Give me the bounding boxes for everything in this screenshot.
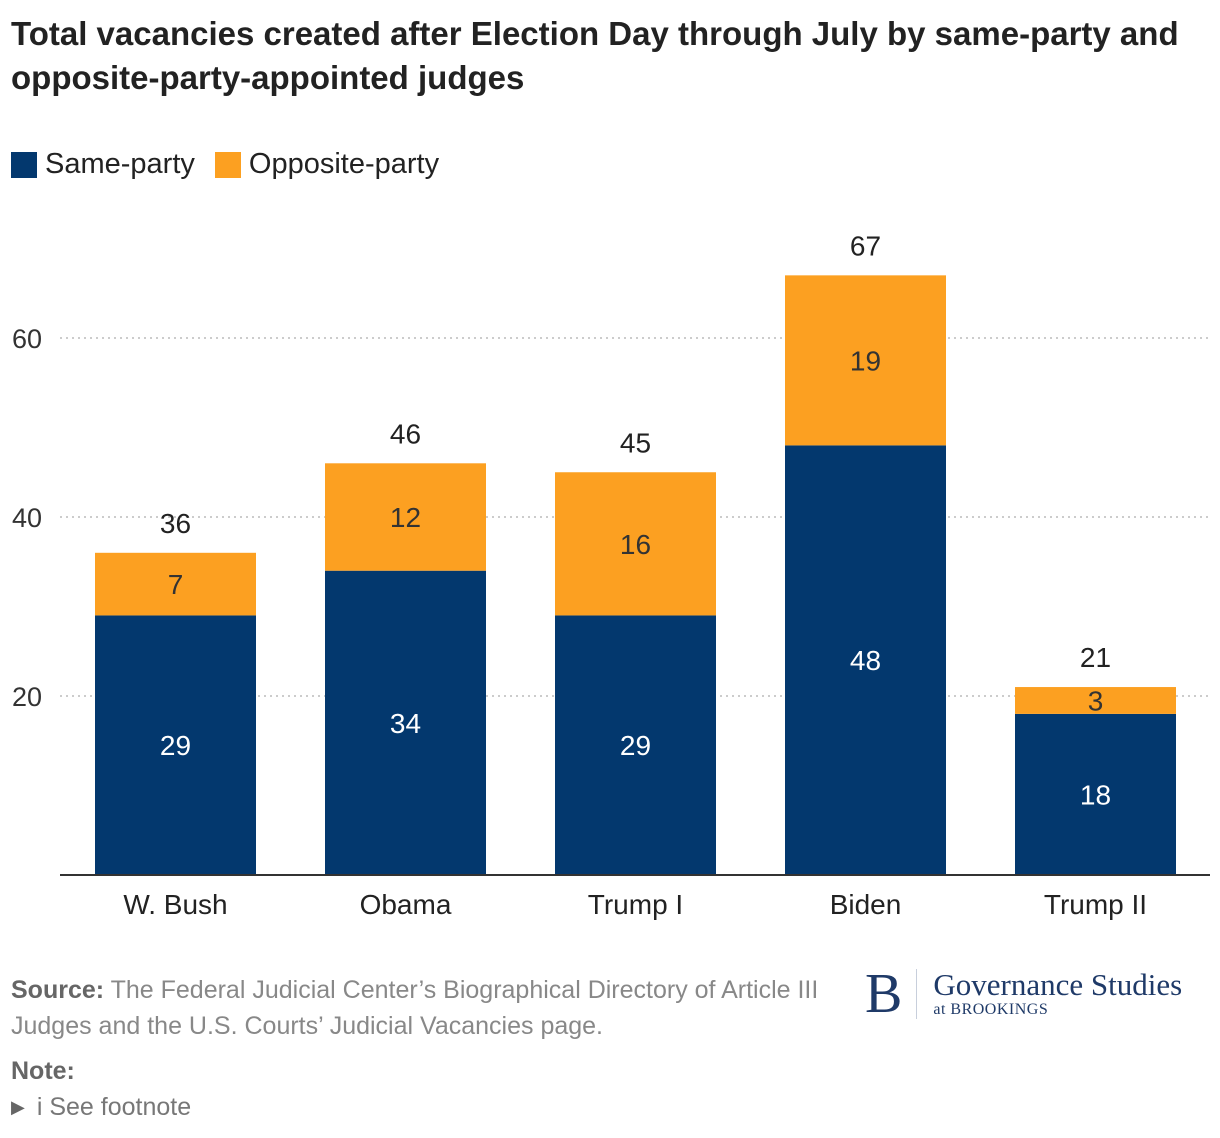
data-label: 29 <box>160 730 191 761</box>
y-tick-label: 60 <box>12 324 42 354</box>
data-label: 7 <box>168 569 184 600</box>
bar-opposite-party <box>95 552 256 616</box>
bar-opposite-party <box>785 275 946 446</box>
total-label: 67 <box>850 230 881 261</box>
total-label: 21 <box>1080 642 1111 673</box>
legend-swatch-same-party <box>11 151 37 178</box>
total-label: 46 <box>390 418 421 449</box>
total-label: 36 <box>160 508 191 539</box>
data-label: 12 <box>390 502 421 533</box>
source-label: Source: <box>11 976 105 1004</box>
bar-opposite-party <box>555 472 716 616</box>
bar-same-party <box>95 615 256 875</box>
bar-opposite-party <box>325 463 486 571</box>
x-tick-label: Obama <box>360 889 452 920</box>
bar-same-party <box>785 445 946 875</box>
legend-swatch-opposite-party <box>214 151 241 178</box>
brookings-logo: B Governance Studies at BROOKINGS <box>865 963 1183 1025</box>
data-label: 48 <box>850 645 881 676</box>
bar-same-party <box>1015 713 1176 875</box>
source-text: The Federal Judicial Center’s Biographic… <box>11 976 819 1040</box>
bar-opposite-party <box>1015 687 1176 714</box>
legend-item-same-party: Same-party <box>11 148 195 181</box>
y-tick-label: 20 <box>12 682 42 712</box>
footnote-toggle[interactable]: ▶ i See footnote <box>11 1093 191 1122</box>
x-tick-label: Trump I <box>588 889 683 920</box>
legend-label: Opposite-party <box>248 148 440 180</box>
data-label: 3 <box>1088 685 1104 716</box>
source-note: Source: The Federal Judicial Center’s Bi… <box>11 972 831 1044</box>
triangle-right-icon: ▶ <box>11 1097 25 1117</box>
x-tick-label: Biden <box>830 889 902 920</box>
total-label: 45 <box>620 427 651 458</box>
note-label: Note: <box>11 1057 75 1085</box>
chart-title: Total vacancies created after Election D… <box>11 15 1179 96</box>
data-label: 34 <box>390 708 421 739</box>
legend: Same-party Opposite-party <box>11 148 459 181</box>
footnote-text: i See footnote <box>36 1093 192 1121</box>
data-label: 18 <box>1080 779 1111 810</box>
data-label: 29 <box>620 730 651 761</box>
bar-same-party <box>555 615 716 875</box>
data-label: 16 <box>620 529 651 560</box>
x-tick-label: W. Bush <box>123 889 227 920</box>
legend-label: Same-party <box>45 148 195 180</box>
y-tick-label: 40 <box>12 503 42 533</box>
data-label: 19 <box>850 345 881 376</box>
legend-item-opposite-party: Opposite-party <box>214 148 440 181</box>
x-tick-label: Trump II <box>1044 889 1147 920</box>
bar-same-party <box>325 570 486 875</box>
